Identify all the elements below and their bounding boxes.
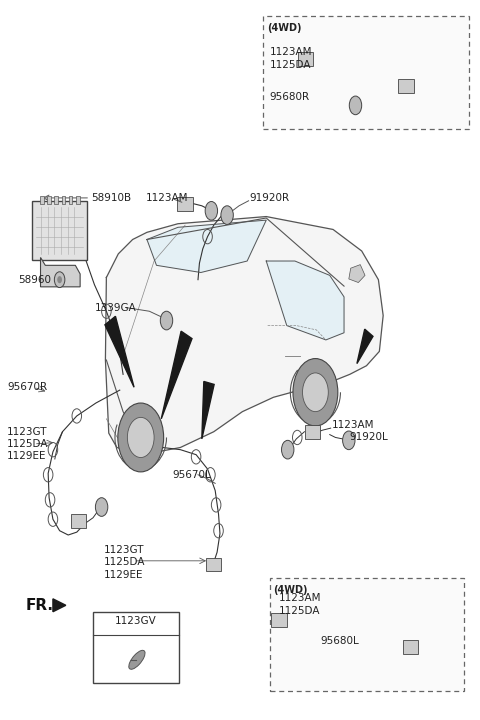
- Bar: [54, 197, 58, 204]
- Circle shape: [96, 498, 108, 516]
- Polygon shape: [161, 331, 192, 419]
- Ellipse shape: [129, 650, 145, 670]
- Text: 1125DA: 1125DA: [279, 606, 321, 616]
- Bar: [403, 640, 419, 654]
- Text: FR.: FR.: [25, 598, 53, 613]
- Circle shape: [349, 96, 362, 114]
- Text: 1123AM: 1123AM: [279, 593, 322, 603]
- FancyBboxPatch shape: [270, 578, 464, 691]
- Bar: [47, 197, 51, 204]
- Text: 1123GT: 1123GT: [7, 427, 48, 437]
- Text: 91920L: 91920L: [350, 433, 388, 443]
- Bar: [40, 197, 44, 204]
- Text: 91920R: 91920R: [250, 193, 289, 203]
- FancyBboxPatch shape: [32, 201, 87, 261]
- Bar: [71, 515, 86, 528]
- Circle shape: [54, 271, 65, 287]
- Polygon shape: [202, 382, 214, 439]
- Bar: [206, 557, 221, 571]
- Polygon shape: [105, 316, 134, 387]
- Text: 1129EE: 1129EE: [7, 451, 47, 461]
- Text: 95680L: 95680L: [320, 636, 359, 646]
- Text: 58910B: 58910B: [91, 193, 131, 203]
- Text: 1123AM: 1123AM: [145, 193, 188, 203]
- Text: 95680R: 95680R: [270, 92, 310, 102]
- Circle shape: [127, 418, 154, 457]
- Circle shape: [281, 441, 294, 459]
- Bar: [93, 613, 179, 683]
- Circle shape: [221, 206, 233, 225]
- Bar: [69, 197, 72, 204]
- Text: 1123GT: 1123GT: [104, 545, 144, 555]
- Circle shape: [57, 276, 62, 283]
- Bar: [398, 79, 414, 93]
- Polygon shape: [106, 217, 383, 454]
- Text: 1129EE: 1129EE: [104, 570, 144, 580]
- Text: 95670L: 95670L: [172, 469, 211, 480]
- Bar: [298, 52, 313, 66]
- Text: 1125DA: 1125DA: [270, 60, 311, 70]
- Text: 1339GA: 1339GA: [95, 302, 136, 312]
- Circle shape: [118, 403, 164, 472]
- Circle shape: [343, 431, 355, 450]
- Text: 1123GV: 1123GV: [115, 616, 157, 626]
- Text: 95670R: 95670R: [7, 382, 47, 392]
- Bar: [178, 197, 193, 210]
- Polygon shape: [349, 265, 365, 282]
- Text: (4WD): (4WD): [274, 585, 308, 595]
- Text: 58960: 58960: [18, 274, 51, 284]
- Polygon shape: [357, 329, 373, 364]
- Circle shape: [205, 202, 217, 220]
- Circle shape: [293, 359, 338, 426]
- Polygon shape: [266, 261, 344, 340]
- Text: 1125DA: 1125DA: [104, 557, 145, 567]
- Bar: [61, 197, 65, 204]
- Text: 1123AM: 1123AM: [270, 47, 312, 57]
- Polygon shape: [147, 220, 266, 272]
- Bar: [76, 197, 80, 204]
- FancyBboxPatch shape: [263, 16, 469, 129]
- Bar: [305, 425, 320, 438]
- Bar: [272, 613, 287, 626]
- Text: 1123AM: 1123AM: [332, 420, 374, 430]
- Text: (4WD): (4WD): [267, 23, 301, 33]
- Text: 1125DA: 1125DA: [7, 439, 48, 449]
- Polygon shape: [53, 599, 66, 612]
- Circle shape: [160, 311, 173, 330]
- Polygon shape: [40, 258, 80, 287]
- Circle shape: [302, 373, 328, 412]
